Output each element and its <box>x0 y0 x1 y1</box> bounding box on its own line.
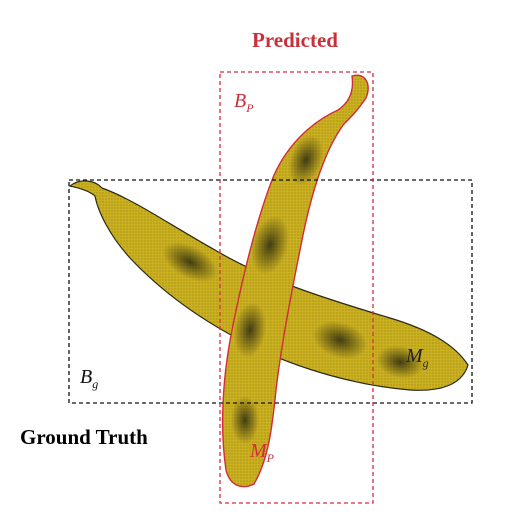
bp-sub: P <box>246 101 254 115</box>
predicted-box <box>219 71 374 504</box>
predicted-pod <box>221 74 369 488</box>
mg-main: M <box>406 345 423 367</box>
bg-main: B <box>80 366 93 388</box>
bp-main: B <box>234 90 247 112</box>
mp-label: MP <box>250 440 274 466</box>
bg-label: Bg <box>80 366 98 392</box>
mp-sub: P <box>266 451 275 465</box>
mp-main: M <box>250 440 267 462</box>
bg-sub: g <box>92 377 99 391</box>
bp-label: BP <box>234 90 254 116</box>
mg-sub: g <box>422 356 429 370</box>
ground-truth-title: Ground Truth <box>20 425 148 449</box>
ground-truth-box <box>68 179 473 404</box>
predicted-title: Predicted <box>252 28 338 52</box>
mg-label: Mg <box>406 345 429 371</box>
